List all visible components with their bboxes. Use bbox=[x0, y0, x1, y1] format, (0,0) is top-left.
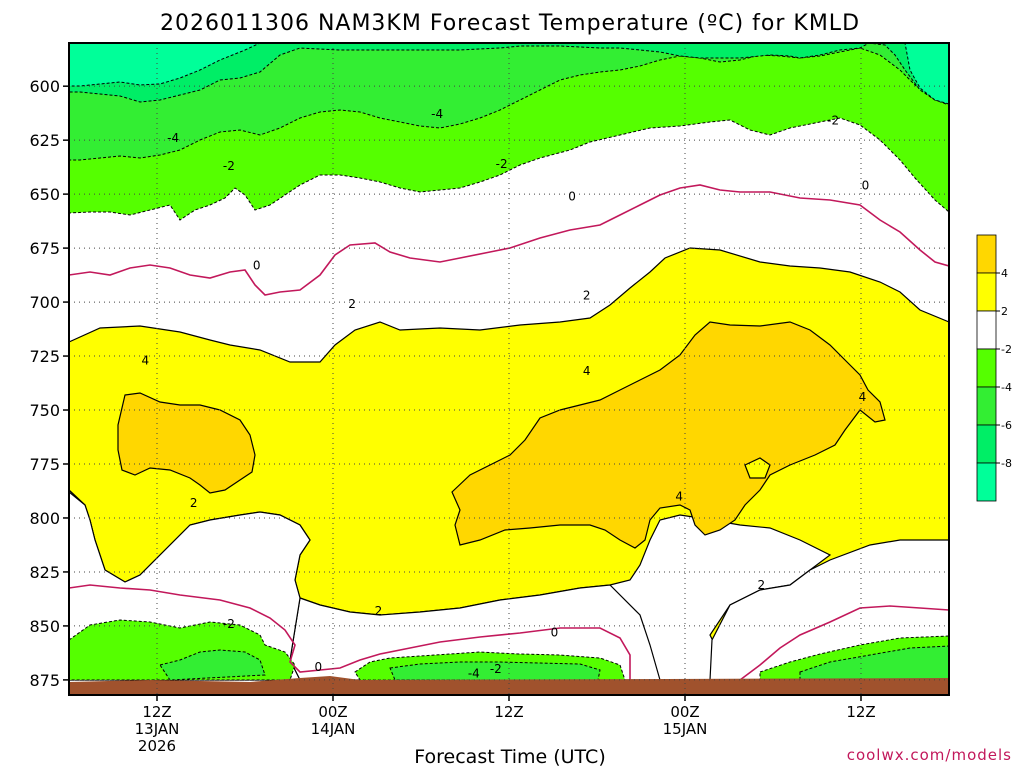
plot-area: -4 -2 -4 -2 0 -2 0 0 2 2 4 4 4 4 2 2 2 0 0 -2 -4 -2 bbox=[69, 43, 949, 695]
x-tick-label: 15JAN bbox=[663, 720, 708, 738]
y-tick-label: 800 bbox=[29, 509, 60, 528]
contour-label: -4 bbox=[167, 131, 179, 145]
x-tick-label: 14JAN bbox=[311, 720, 356, 738]
contour-label: -2 bbox=[490, 662, 502, 676]
ground-terrain bbox=[69, 676, 949, 695]
y-tick-label: 650 bbox=[29, 185, 60, 204]
contour-label: 2 bbox=[757, 578, 765, 592]
freezing-line-lower-right bbox=[739, 605, 949, 681]
y-tick-label: 625 bbox=[29, 131, 60, 150]
contour-label: -4 bbox=[468, 666, 480, 680]
contour-label: -2 bbox=[223, 617, 235, 631]
fill-neg4-region-upper bbox=[69, 43, 949, 161]
contour-label: 4 bbox=[141, 353, 149, 367]
fill-neg4-region-lower-left bbox=[159, 649, 266, 681]
color-legend: 4 2 -2 -4 -6 -8 bbox=[976, 234, 1012, 502]
x-axis-label: Forecast Time (UTC) bbox=[414, 746, 605, 768]
legend-swatch bbox=[976, 462, 997, 502]
contour-label: -2 bbox=[223, 159, 235, 173]
contour-label: 0 bbox=[568, 189, 576, 203]
credit-text: coolwx.com/models bbox=[847, 746, 1012, 764]
contour-label: 2 bbox=[190, 496, 198, 510]
x-tick-label: 00Z bbox=[318, 703, 347, 721]
contour-labels: -4 -2 -4 -2 0 -2 0 0 2 2 4 4 4 4 2 2 2 0 0 -2 -4 -2 bbox=[141, 107, 869, 680]
fill-pos4-blob-left bbox=[117, 392, 256, 494]
y-axis: 600 625 650 675 700 725 750 775 800 825 850 875 bbox=[29, 77, 69, 690]
y-tick-label: 600 bbox=[29, 77, 60, 96]
contour-label: -4 bbox=[431, 107, 443, 121]
legend-tick-label: 4 bbox=[1001, 267, 1008, 280]
legend-swatch bbox=[976, 310, 997, 350]
contour-label: 2 bbox=[583, 289, 591, 303]
legend-swatch bbox=[976, 348, 997, 388]
legend-swatch bbox=[976, 424, 997, 464]
contour-label: 2 bbox=[348, 297, 356, 311]
legend-tick-label: -6 bbox=[1001, 419, 1012, 432]
grid-lines bbox=[69, 43, 949, 695]
fill-neg8-region-upper bbox=[69, 43, 261, 87]
y-tick-label: 725 bbox=[29, 347, 60, 366]
contour-label: -2 bbox=[827, 114, 839, 128]
contour-label: 0 bbox=[862, 178, 870, 192]
contour-label: 2 bbox=[375, 604, 383, 618]
fill-pos2-pocket bbox=[744, 457, 771, 479]
legend-swatch bbox=[976, 272, 997, 312]
x-tick-label: 00Z bbox=[670, 703, 699, 721]
contour-label: 4 bbox=[583, 364, 591, 378]
freezing-line-lower-left bbox=[69, 584, 631, 680]
freezing-line-upper bbox=[69, 184, 949, 296]
y-tick-label: 750 bbox=[29, 401, 60, 420]
legend-tick-label: -2 bbox=[1001, 343, 1012, 356]
x-tick-label: 12Z bbox=[846, 703, 875, 721]
y-tick-label: 850 bbox=[29, 617, 60, 636]
legend-swatch bbox=[976, 386, 997, 426]
contour-label: 0 bbox=[253, 258, 261, 272]
contour-label: 0 bbox=[551, 625, 559, 639]
chart-title: 2026011306 NAM3KM Forecast Temperature (… bbox=[160, 11, 860, 36]
legend-tick-label: 2 bbox=[1001, 305, 1008, 318]
contour-label: 0 bbox=[315, 660, 323, 674]
legend-tick-label: -4 bbox=[1001, 381, 1012, 394]
contour-label: 4 bbox=[859, 390, 867, 404]
y-tick-label: 825 bbox=[29, 563, 60, 582]
x-tick-label: 12Z bbox=[142, 703, 171, 721]
x-tick-label: 12Z bbox=[494, 703, 523, 721]
y-tick-label: 700 bbox=[29, 293, 60, 312]
x-tick-label: 13JAN bbox=[135, 720, 180, 738]
y-tick-label: 675 bbox=[29, 239, 60, 258]
y-tick-label: 875 bbox=[29, 671, 60, 690]
x-tick-label: 2026 bbox=[138, 737, 176, 755]
fill-pos4-blob-right bbox=[451, 321, 886, 549]
contour-label: 4 bbox=[675, 489, 683, 503]
fill-neg8-region-upper-right bbox=[904, 43, 949, 105]
legend-tick-label: -8 bbox=[1001, 457, 1012, 470]
legend-swatch bbox=[976, 234, 997, 274]
contour-label: -2 bbox=[496, 157, 508, 171]
y-tick-label: 775 bbox=[29, 455, 60, 474]
